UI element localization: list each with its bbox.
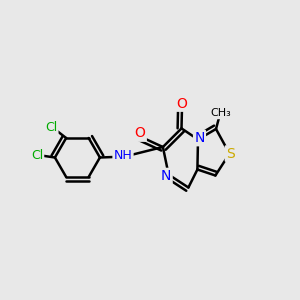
Text: O: O — [177, 97, 188, 110]
Text: N: N — [161, 169, 171, 183]
Text: Cl: Cl — [31, 148, 43, 162]
Text: O: O — [135, 127, 146, 140]
Text: S: S — [226, 147, 235, 160]
Text: N: N — [194, 131, 205, 145]
Text: NH: NH — [114, 149, 132, 162]
Text: CH₃: CH₃ — [211, 108, 232, 118]
Text: Cl: Cl — [45, 121, 57, 134]
